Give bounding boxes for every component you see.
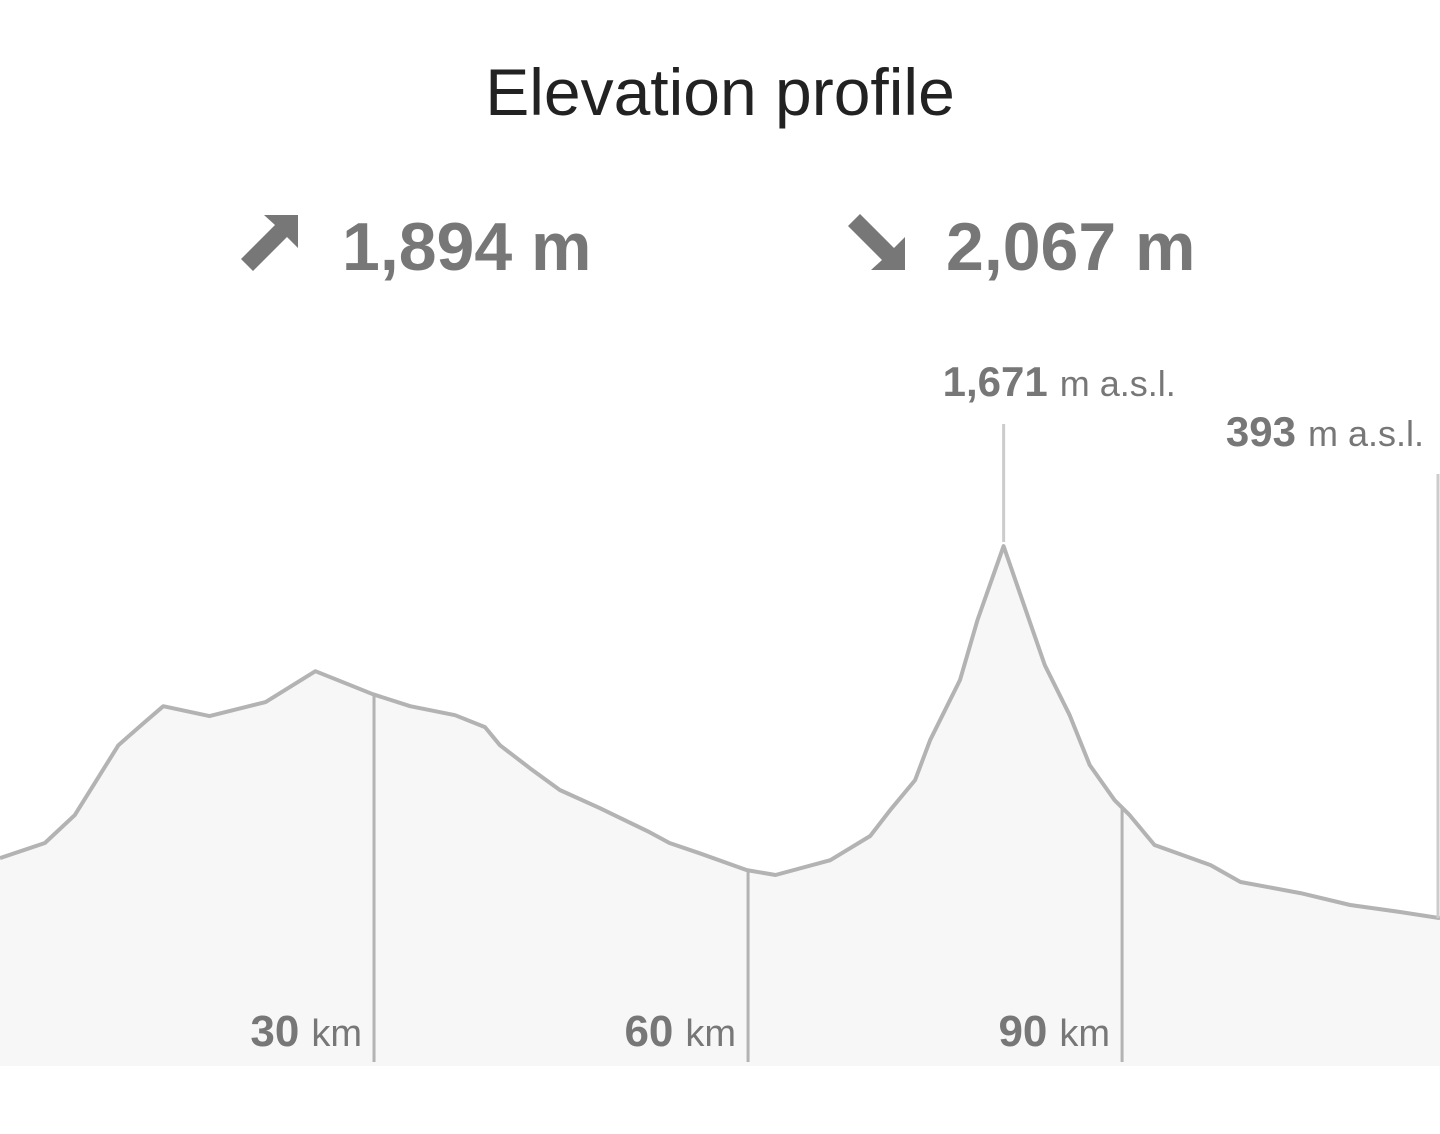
tick-unit: km bbox=[1059, 1013, 1110, 1055]
peak-label: 1,671 m a.s.l. bbox=[943, 358, 1176, 405]
end-value: 393 bbox=[1226, 408, 1296, 455]
tick-value: 90 bbox=[998, 1007, 1047, 1056]
descent-icon bbox=[848, 214, 905, 270]
tick-label: 90 km bbox=[998, 1007, 1110, 1056]
tick-value: 30 bbox=[250, 1007, 299, 1056]
tick-label: 30 km bbox=[250, 1007, 362, 1056]
peak-value: 1,671 bbox=[943, 358, 1048, 405]
end-unit: m a.s.l. bbox=[1308, 413, 1424, 454]
tick-value: 60 bbox=[624, 1007, 673, 1056]
title: Elevation profile bbox=[485, 55, 955, 129]
descent: 2,067 m bbox=[946, 209, 1196, 285]
ascent-icon bbox=[241, 215, 298, 271]
elevation-line bbox=[0, 544, 1440, 921]
tick-unit: km bbox=[311, 1013, 362, 1055]
area bbox=[0, 546, 1440, 1066]
tick-label: 60 km bbox=[624, 1007, 736, 1056]
tick-unit: km bbox=[685, 1013, 736, 1055]
peak-unit: m a.s.l. bbox=[1060, 363, 1176, 404]
ascent: 1,894 m bbox=[342, 209, 592, 285]
end-label: 393 m a.s.l. bbox=[1226, 408, 1424, 455]
